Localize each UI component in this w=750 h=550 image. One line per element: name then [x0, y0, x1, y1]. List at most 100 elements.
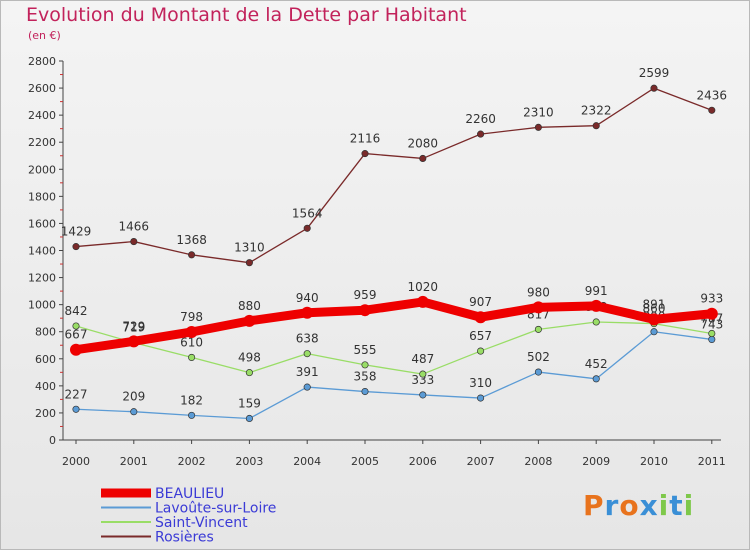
data-point: [361, 361, 369, 369]
data-point: [72, 322, 80, 330]
data-point: [650, 328, 658, 336]
data-label: 638: [296, 332, 319, 346]
data-label: 2599: [639, 66, 670, 80]
x-tick-label: 2006: [409, 455, 437, 468]
legend-label: BEAULIEU: [155, 486, 224, 502]
data-point: [708, 335, 716, 343]
x-tick-label: 2007: [467, 455, 495, 468]
data-label: 555: [354, 343, 377, 357]
data-point: [477, 130, 485, 138]
data-label: 209: [122, 390, 145, 404]
x-tick-label: 2003: [235, 455, 263, 468]
data-label: 333: [411, 373, 434, 387]
proxiti-logo: Proxiti: [583, 489, 695, 522]
data-point: [303, 224, 311, 232]
data-label: 1020: [408, 280, 439, 294]
data-label: 2260: [465, 112, 496, 126]
y-tick-label: 2200: [28, 136, 56, 149]
data-label: 2080: [408, 136, 439, 150]
data-point: [245, 369, 253, 377]
data-point: [648, 313, 660, 326]
legend-label: Lavoûte-sur-Loire: [155, 501, 276, 517]
y-tick-label: 1800: [28, 190, 56, 203]
y-tick-label: 2400: [28, 109, 56, 122]
data-point: [245, 414, 253, 423]
data-point: [650, 84, 658, 92]
data-point: [303, 350, 311, 358]
data-point: [188, 353, 196, 361]
data-point: [534, 325, 542, 333]
data-label: 729: [122, 319, 145, 333]
data-label: 860: [643, 302, 666, 316]
data-label: 2310: [523, 105, 554, 119]
legend-label: Rosières: [155, 530, 214, 546]
data-label: 991: [585, 284, 608, 298]
legend-label: Saint-Vincent: [155, 515, 248, 531]
data-label: 842: [65, 304, 88, 318]
chart-title: Evolution du Montant de la Dette par Hab…: [26, 4, 467, 26]
data-label: 959: [354, 288, 377, 302]
data-point: [130, 408, 138, 416]
data-label: 719: [122, 321, 145, 335]
data-label: 182: [180, 393, 203, 407]
data-point: [477, 394, 485, 402]
data-label: 2322: [581, 104, 612, 118]
y-tick-label: 0: [49, 434, 56, 447]
x-tick-label: 2004: [293, 455, 321, 468]
data-point: [359, 304, 371, 317]
data-point: [419, 370, 427, 378]
data-label: 667: [65, 328, 88, 342]
data-label: 358: [354, 370, 377, 384]
data-point: [474, 311, 487, 324]
data-label: 798: [180, 310, 203, 324]
data-point: [72, 405, 80, 413]
data-label: 452: [585, 357, 608, 371]
data-point: [419, 391, 427, 399]
data-point: [361, 387, 369, 396]
y-tick-label: 2800: [28, 55, 56, 68]
data-point: [419, 154, 427, 163]
data-label: 1466: [119, 220, 150, 234]
data-point: [72, 243, 80, 251]
data-label: 1564: [292, 206, 323, 220]
data-point: [70, 343, 82, 356]
y-tick-label: 800: [35, 326, 56, 339]
x-tick-label: 2008: [524, 455, 552, 468]
data-label: 1310: [234, 241, 265, 255]
data-point: [708, 329, 716, 338]
data-point: [243, 314, 256, 327]
y-tick-label: 200: [35, 407, 56, 420]
data-label: 2436: [697, 88, 728, 102]
y-tick-label: 1200: [28, 272, 56, 285]
y-tick-label: 600: [35, 353, 56, 366]
data-point: [416, 295, 429, 308]
data-label: 2116: [350, 132, 381, 146]
data-label: 891: [643, 297, 666, 311]
data-label: 880: [238, 299, 261, 313]
x-tick-label: 2001: [120, 455, 148, 468]
series-line: [75, 321, 712, 375]
data-label: 657: [469, 329, 492, 343]
data-point: [534, 368, 542, 376]
data-point: [245, 259, 253, 267]
data-label: 743: [700, 317, 723, 331]
data-point: [592, 122, 600, 130]
x-tick-label: 2000: [62, 455, 90, 468]
data-point: [592, 375, 600, 383]
data-label: 227: [65, 387, 88, 401]
y-tick-label: 2600: [28, 82, 56, 95]
y-tick-label: 1000: [28, 299, 56, 312]
series-line: [75, 297, 713, 355]
data-point: [185, 325, 198, 338]
data-point: [301, 306, 314, 319]
data-point: [130, 238, 138, 246]
data-label: 980: [527, 285, 550, 299]
data-point: [188, 251, 196, 259]
x-tick-label: 2010: [640, 455, 668, 468]
data-label: 498: [238, 351, 261, 365]
x-tick-label: 2011: [698, 455, 726, 468]
unit-label: (en €): [28, 29, 61, 42]
y-tick-label: 2000: [28, 163, 56, 176]
